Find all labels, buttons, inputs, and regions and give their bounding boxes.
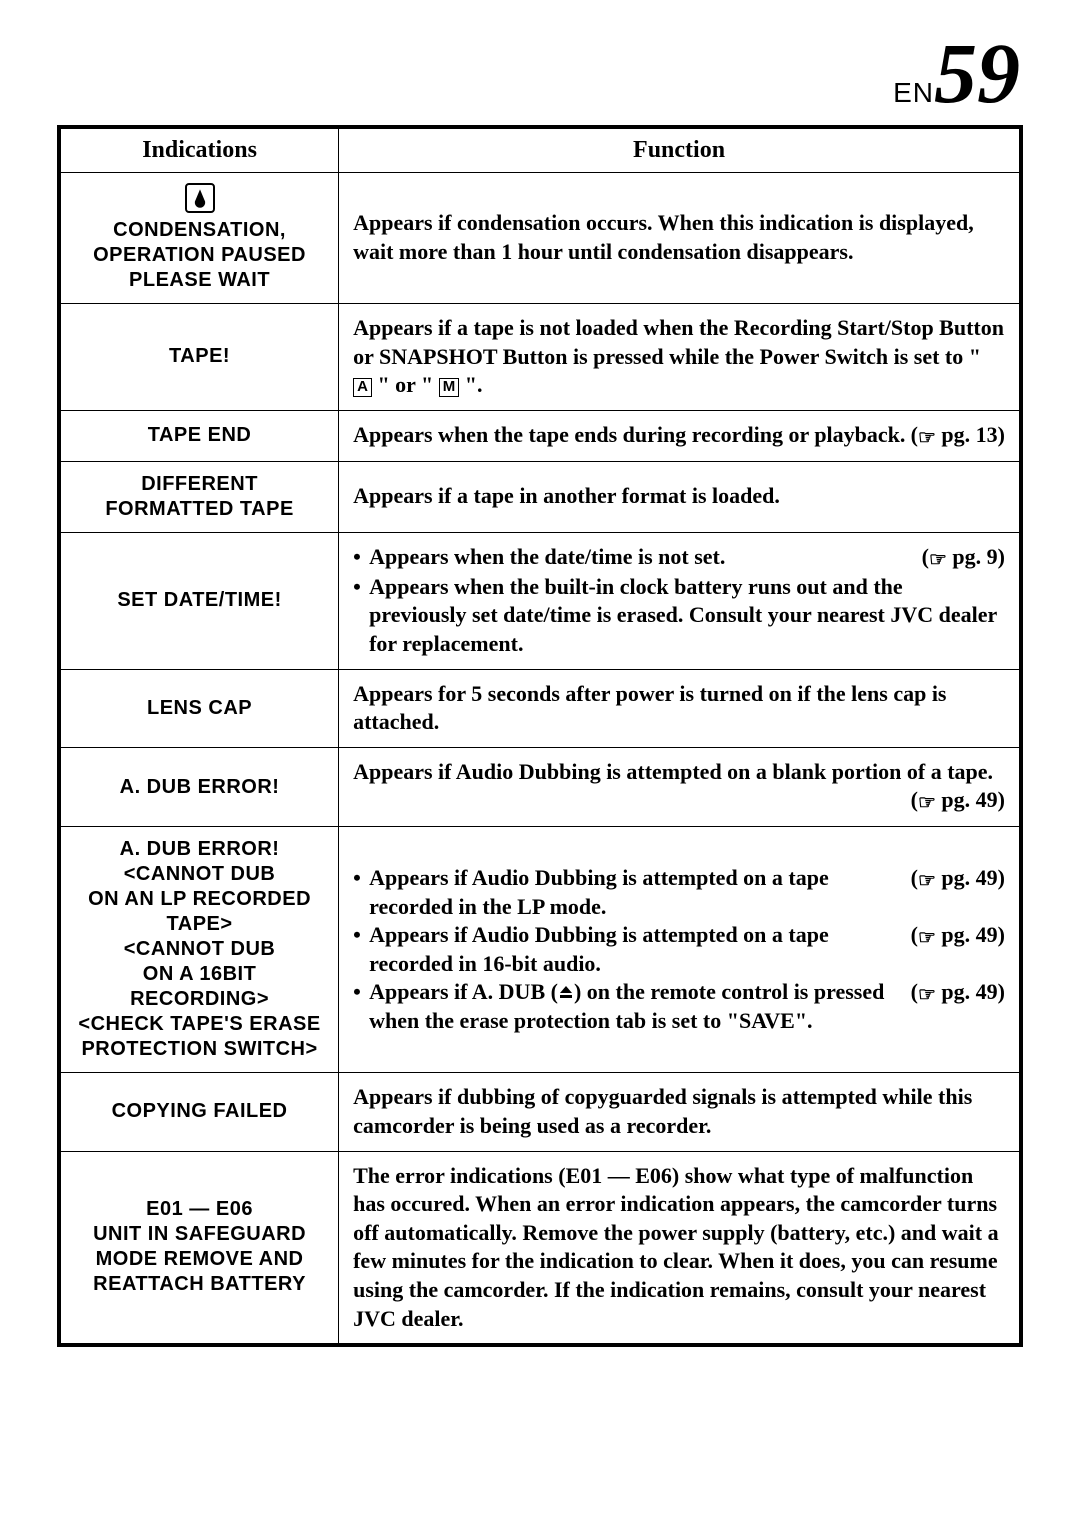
hand-icon: ☞ [918,790,936,816]
func-condensation: Appears if condensation occurs. When thi… [339,173,1020,304]
header-indications: Indications [61,129,339,173]
ind-diff-format: DIFFERENT FORMATTED TAPE [61,461,339,532]
ind-condensation: CONDENSATION, OPERATION PAUSED PLEASE WA… [61,173,339,304]
header-function: Function [339,129,1020,173]
table-row: E01 — E06 UNIT IN SAFEGUARD MODE REMOVE … [61,1151,1020,1344]
hand-icon: ☞ [918,925,936,951]
ind-adub-error: A. DUB ERROR! [61,747,339,827]
table-row: A. DUB ERROR! <CANNOT DUB ON AN LP RECOR… [61,827,1020,1073]
page-prefix: EN [893,77,934,109]
page-number: EN 59 [893,30,1020,116]
ind-lens-cap: LENS CAP [61,669,339,747]
mode-m-icon: M [439,378,460,397]
indications-table: Indications Function CONDENSATION, OPERA… [57,125,1023,1347]
list-item: (☞ pg. 49) Appears if A. DUB () on the r… [353,978,1005,1035]
list-item: Appears when the built-in clock battery … [353,573,1005,659]
ind-set-datetime: SET DATE/TIME! [61,532,339,669]
ind-e01-e06: E01 — E06 UNIT IN SAFEGUARD MODE REMOVE … [61,1151,339,1344]
table-row: CONDENSATION, OPERATION PAUSED PLEASE WA… [61,173,1020,304]
func-set-datetime: Appears when the date/time is not set. (… [339,532,1020,669]
page-ref: (☞ pg. 49) [911,864,1005,894]
func-copying-failed: Appears if dubbing of copyguarded signal… [339,1073,1020,1151]
func-adub-error2: (☞ pg. 49) Appears if Audio Dubbing is a… [339,827,1020,1073]
func-tape-end: Appears when the tape ends during record… [339,410,1020,461]
hand-icon: ☞ [918,425,936,451]
table-row: COPYING FAILED Appears if dubbing of cop… [61,1073,1020,1151]
table-row: TAPE! Appears if a tape is not loaded wh… [61,304,1020,411]
ind-copying-failed: COPYING FAILED [61,1073,339,1151]
func-adub-error: Appears if Audio Dubbing is attempted on… [339,747,1020,827]
page-ref: (☞ pg. 9) [922,543,1005,573]
ind-text: CONDENSATION, OPERATION PAUSED PLEASE WA… [93,219,306,291]
condensation-icon [185,183,215,213]
func-tape: Appears if a tape is not loaded when the… [339,304,1020,411]
ind-adub-error2: A. DUB ERROR! <CANNOT DUB ON AN LP RECOR… [61,827,339,1073]
page-ref: (☞ pg. 49) [911,786,1005,816]
list-item: (☞ pg. 49) Appears if Audio Dubbing is a… [353,864,1005,921]
func-lens-cap: Appears for 5 seconds after power is tur… [339,669,1020,747]
page-ref: (☞ pg. 49) [911,978,1005,1008]
eject-icon [558,985,574,1001]
ind-tape: TAPE! [61,304,339,411]
hand-icon: ☞ [918,982,936,1008]
func-diff-format: Appears if a tape in another format is l… [339,461,1020,532]
page-ref: (☞ pg. 13) [911,421,1005,451]
func-e01-e06: The error indications (E01 — E06) show w… [339,1151,1020,1344]
table-row: SET DATE/TIME! Appears when the date/tim… [61,532,1020,669]
mode-a-icon: A [353,378,372,397]
list-item: Appears when the date/time is not set. (… [353,543,1005,573]
list-item: (☞ pg. 49) Appears if Audio Dubbing is a… [353,921,1005,978]
table-row: LENS CAP Appears for 5 seconds after pow… [61,669,1020,747]
table-row: A. DUB ERROR! Appears if Audio Dubbing i… [61,747,1020,827]
hand-icon: ☞ [929,547,947,573]
table-row: DIFFERENT FORMATTED TAPE Appears if a ta… [61,461,1020,532]
page-ref: (☞ pg. 49) [911,921,1005,951]
hand-icon: ☞ [918,868,936,894]
table-row: TAPE END Appears when the tape ends duri… [61,410,1020,461]
ind-tape-end: TAPE END [61,410,339,461]
page-num: 59 [934,30,1020,116]
